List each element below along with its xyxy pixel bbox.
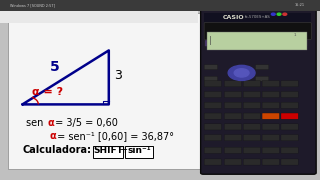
FancyBboxPatch shape	[289, 40, 307, 46]
FancyBboxPatch shape	[262, 124, 279, 130]
FancyBboxPatch shape	[281, 113, 298, 119]
FancyBboxPatch shape	[243, 113, 260, 119]
FancyBboxPatch shape	[204, 65, 218, 70]
Bar	[204, 13, 311, 22]
FancyBboxPatch shape	[281, 81, 298, 87]
Text: 15:21: 15:21	[294, 3, 305, 7]
Text: 1: 1	[293, 33, 296, 37]
Circle shape	[277, 13, 281, 15]
FancyBboxPatch shape	[224, 91, 242, 98]
Text: = 3/5 = 0,60: = 3/5 = 0,60	[52, 118, 118, 128]
FancyBboxPatch shape	[255, 76, 269, 81]
FancyBboxPatch shape	[224, 124, 242, 130]
Text: 3: 3	[114, 69, 122, 82]
FancyBboxPatch shape	[204, 135, 221, 141]
Text: Calculadora:: Calculadora:	[22, 145, 92, 155]
FancyBboxPatch shape	[205, 40, 223, 46]
FancyBboxPatch shape	[93, 146, 123, 158]
FancyBboxPatch shape	[201, 9, 316, 174]
FancyBboxPatch shape	[243, 81, 260, 87]
FancyBboxPatch shape	[262, 113, 279, 119]
FancyBboxPatch shape	[243, 102, 260, 108]
FancyBboxPatch shape	[281, 91, 298, 98]
Circle shape	[234, 69, 249, 77]
FancyBboxPatch shape	[255, 65, 269, 70]
Text: CASIO: CASIO	[222, 15, 244, 20]
Text: SHIFT: SHIFT	[93, 146, 123, 155]
FancyBboxPatch shape	[224, 113, 242, 119]
FancyBboxPatch shape	[281, 135, 298, 141]
Text: fx-570ES+AS: fx-570ES+AS	[245, 15, 270, 19]
Circle shape	[283, 13, 287, 15]
Text: Windows 7 [SOUND 2:57]: Windows 7 [SOUND 2:57]	[10, 3, 55, 7]
FancyBboxPatch shape	[262, 81, 279, 87]
FancyBboxPatch shape	[8, 13, 200, 169]
FancyBboxPatch shape	[204, 91, 221, 98]
FancyBboxPatch shape	[281, 159, 298, 165]
Text: +: +	[119, 145, 128, 155]
FancyBboxPatch shape	[243, 91, 260, 98]
FancyBboxPatch shape	[262, 147, 279, 153]
FancyBboxPatch shape	[204, 124, 221, 130]
FancyBboxPatch shape	[204, 76, 218, 81]
FancyBboxPatch shape	[262, 102, 279, 108]
FancyBboxPatch shape	[247, 40, 265, 46]
FancyBboxPatch shape	[281, 147, 298, 153]
Bar	[0, 11, 198, 23]
FancyBboxPatch shape	[243, 147, 260, 153]
FancyBboxPatch shape	[226, 40, 244, 46]
Bar	[0, 0, 320, 11]
FancyBboxPatch shape	[125, 146, 153, 158]
Text: α: α	[50, 131, 56, 141]
FancyBboxPatch shape	[204, 113, 221, 119]
Text: α: α	[47, 118, 54, 128]
FancyBboxPatch shape	[262, 159, 279, 165]
Circle shape	[271, 13, 275, 15]
Text: |: |	[209, 36, 211, 45]
FancyBboxPatch shape	[204, 81, 221, 87]
FancyBboxPatch shape	[224, 102, 242, 108]
Text: 5: 5	[50, 60, 59, 74]
Text: sen: sen	[26, 118, 46, 128]
FancyBboxPatch shape	[224, 147, 242, 153]
FancyBboxPatch shape	[224, 159, 242, 165]
FancyBboxPatch shape	[268, 40, 286, 46]
Text: = sen⁻¹ [0,60] = 36,87°: = sen⁻¹ [0,60] = 36,87°	[54, 131, 174, 141]
FancyBboxPatch shape	[204, 147, 221, 153]
FancyBboxPatch shape	[281, 102, 298, 108]
Circle shape	[228, 65, 255, 80]
FancyBboxPatch shape	[243, 124, 260, 130]
FancyBboxPatch shape	[243, 159, 260, 165]
Text: α = ?: α = ?	[32, 87, 63, 97]
FancyBboxPatch shape	[281, 124, 298, 130]
FancyBboxPatch shape	[262, 91, 279, 98]
FancyBboxPatch shape	[204, 22, 311, 40]
Text: sin⁻¹: sin⁻¹	[127, 146, 151, 155]
FancyBboxPatch shape	[207, 32, 307, 50]
FancyBboxPatch shape	[204, 102, 221, 108]
FancyBboxPatch shape	[224, 81, 242, 87]
FancyBboxPatch shape	[204, 159, 221, 165]
FancyBboxPatch shape	[224, 135, 242, 141]
FancyBboxPatch shape	[262, 135, 279, 141]
FancyBboxPatch shape	[243, 135, 260, 141]
